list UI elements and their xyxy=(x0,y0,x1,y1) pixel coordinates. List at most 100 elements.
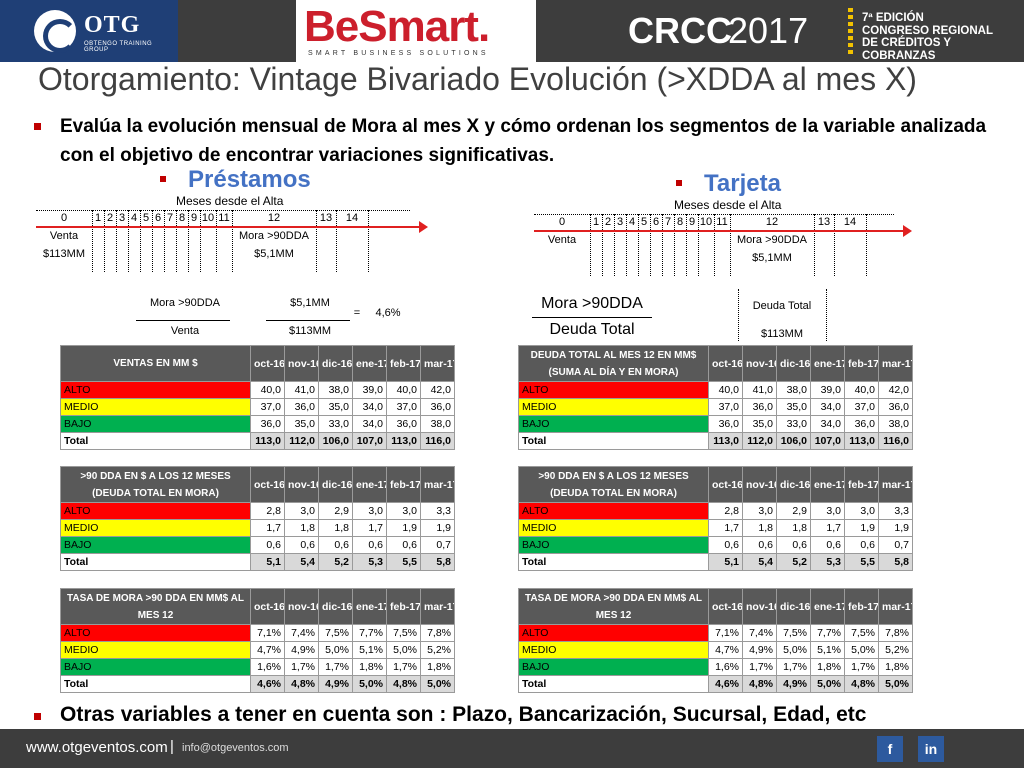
table-cell: 1,7 xyxy=(352,519,387,537)
table-header-month: nov-16 xyxy=(284,466,319,503)
tarjeta-heading: Tarjeta xyxy=(676,170,781,198)
table-cell: 1,7% xyxy=(386,658,421,676)
table-cell: 42,0 xyxy=(420,381,455,399)
table-cell: 4,8% xyxy=(284,675,319,693)
crcc-topic: DE CRÉDITOS Y COBRANZAS xyxy=(862,37,951,62)
table-cell: 2,9 xyxy=(776,502,811,520)
crcc-logo-word: CRCC xyxy=(628,10,732,51)
email-link[interactable]: info@otgeventos.com xyxy=(182,742,289,754)
table-header-month: mar-17 xyxy=(420,466,455,503)
table-cell: 36,0 xyxy=(878,398,913,416)
table-cell: 36,0 xyxy=(250,415,285,433)
table-cell: 5,1% xyxy=(352,641,387,659)
table-header-title: TASA DE MORA >90 DDA EN MM$ AL MES 12 xyxy=(518,588,709,625)
table-header-month: dic-16 xyxy=(776,466,811,503)
table-cell: 106,0 xyxy=(776,432,811,450)
otg-logo[interactable]: OTG OBTENGO TRAINING GROUP xyxy=(0,0,178,62)
table-cell: 5,2 xyxy=(318,553,353,571)
header-spacer xyxy=(178,0,296,62)
table-cell: 5,0% xyxy=(318,641,353,659)
table-cell: 5,0% xyxy=(352,675,387,693)
besmart-logo-subtitle: SMART BUSINESS SOLUTIONS xyxy=(308,50,489,57)
timeline-tick-label: 11 xyxy=(716,216,728,228)
timeline-tick-label: 3 xyxy=(118,212,126,224)
timeline-tick-label: 9 xyxy=(688,216,696,228)
table-cell: 7,5% xyxy=(318,624,353,642)
table-cell: 1,9 xyxy=(420,519,455,537)
timeline-tick xyxy=(216,210,217,272)
table-cell: 4,6% xyxy=(708,675,743,693)
timeline-tick xyxy=(714,214,715,276)
table-row: MEDIO 1,7 1,8 1,8 1,7 1,9 1,9 xyxy=(60,519,455,537)
table-cell: 5,3 xyxy=(810,553,845,571)
table-header-title: VENTAS EN MM $ xyxy=(60,345,251,382)
table-row: ALTO 2,8 3,0 2,9 3,0 3,0 3,3 xyxy=(518,502,913,520)
timeline-tick xyxy=(176,210,177,272)
table-cell: 1,9 xyxy=(386,519,421,537)
table-cell: 2,8 xyxy=(708,502,743,520)
table-row: ALTO 7,1% 7,4% 7,5% 7,7% 7,5% 7,8% xyxy=(518,624,913,642)
otg-logo-subtitle: OBTENGO TRAINING GROUP xyxy=(84,41,153,53)
table-row-label: BAJO xyxy=(60,415,251,433)
formula-numerator-label: Mora >90DDA xyxy=(149,297,220,309)
timeline-tick xyxy=(674,214,675,276)
timeline-tick-label: 2 xyxy=(604,216,612,228)
timeline-tick-label: 8 xyxy=(676,216,684,228)
table-cell: 36,0 xyxy=(844,415,879,433)
table-cell: 36,0 xyxy=(708,415,743,433)
table-cell: 107,0 xyxy=(352,432,387,450)
timeline-tick xyxy=(316,210,317,272)
table-cell: 38,0 xyxy=(776,381,811,399)
timeline-tick-label: 11 xyxy=(218,212,230,224)
table-cell: 5,8 xyxy=(420,553,455,571)
table-row-label: BAJO xyxy=(518,658,709,676)
table-row: BAJO 1,6% 1,7% 1,7% 1,8% 1,7% 1,8% xyxy=(60,658,455,676)
table-row-label: Total xyxy=(518,432,709,450)
table-cell: 5,0% xyxy=(386,641,421,659)
table-row-label: Total xyxy=(518,553,709,571)
timeline-tick-label: 5 xyxy=(142,212,150,224)
timeline-start-label: Venta xyxy=(547,234,577,246)
website-link[interactable]: www.otgeventos.com xyxy=(26,739,168,756)
crcc-congress: CONGRESO REGIONAL xyxy=(862,24,993,37)
bullet-icon xyxy=(34,123,41,130)
table-cell: 5,5 xyxy=(386,553,421,571)
besmart-logo[interactable]: BeSmart. SMART BUSINESS SOLUTIONS xyxy=(296,0,536,62)
table-cell: 1,7% xyxy=(284,658,319,676)
table-cell: 0,6 xyxy=(742,536,777,554)
table-cell: 4,7% xyxy=(250,641,285,659)
table-header-month: mar-17 xyxy=(420,588,455,625)
table-header-month: feb-17 xyxy=(386,588,421,625)
table-header-month: oct-16 xyxy=(708,588,743,625)
table-cell: 41,0 xyxy=(284,381,319,399)
table-row-label: ALTO xyxy=(60,502,251,520)
table-row: BAJO 0,6 0,6 0,6 0,6 0,6 0,7 xyxy=(60,536,455,554)
table-cell: 7,7% xyxy=(352,624,387,642)
timeline-tick xyxy=(336,210,337,272)
formula-right-label: Deuda Total xyxy=(752,300,812,312)
table-cell: 41,0 xyxy=(742,381,777,399)
table-t3: TASA DE MORA >90 DDA EN MM$ AL MES 12 oct… xyxy=(518,588,913,693)
facebook-icon[interactable]: f xyxy=(877,736,903,762)
table-cell: 34,0 xyxy=(352,398,387,416)
timeline-end-label: Mora >90DDA xyxy=(736,234,807,246)
table-row: ALTO 40,0 41,0 38,0 39,0 40,0 42,0 xyxy=(60,381,455,399)
table-t2: >90 DDA EN $ A LOS 12 MESES (DEUDA TOTAL… xyxy=(518,466,913,571)
timeline-tick-label: 4 xyxy=(628,216,636,228)
linkedin-icon[interactable]: in xyxy=(918,736,944,762)
table-cell: 1,6% xyxy=(708,658,743,676)
table-cell: 5,3 xyxy=(352,553,387,571)
crcc-logo[interactable]: CRCC 2017 7ª EDICIÓN CONGRESO REGIONAL D… xyxy=(536,0,1024,62)
header-banner: OTG OBTENGO TRAINING GROUP BeSmart. SMAR… xyxy=(0,0,1024,62)
bullet-icon xyxy=(160,176,166,182)
table-row: MEDIO 4,7% 4,9% 5,0% 5,1% 5,0% 5,2% xyxy=(518,641,913,659)
table-p2: >90 DDA EN $ A LOS 12 MESES (DEUDA TOTAL… xyxy=(60,466,455,571)
table-cell: 5,0% xyxy=(878,675,913,693)
otg-logo-name: OTG xyxy=(84,12,141,38)
timeline-tick-label: 10 xyxy=(699,216,713,228)
table-cell: 0,6 xyxy=(284,536,319,554)
table-cell: 36,0 xyxy=(386,415,421,433)
table-cell: 7,8% xyxy=(878,624,913,642)
formula-denominator-value: $113MM xyxy=(289,325,331,337)
table-header-month: mar-17 xyxy=(878,466,913,503)
